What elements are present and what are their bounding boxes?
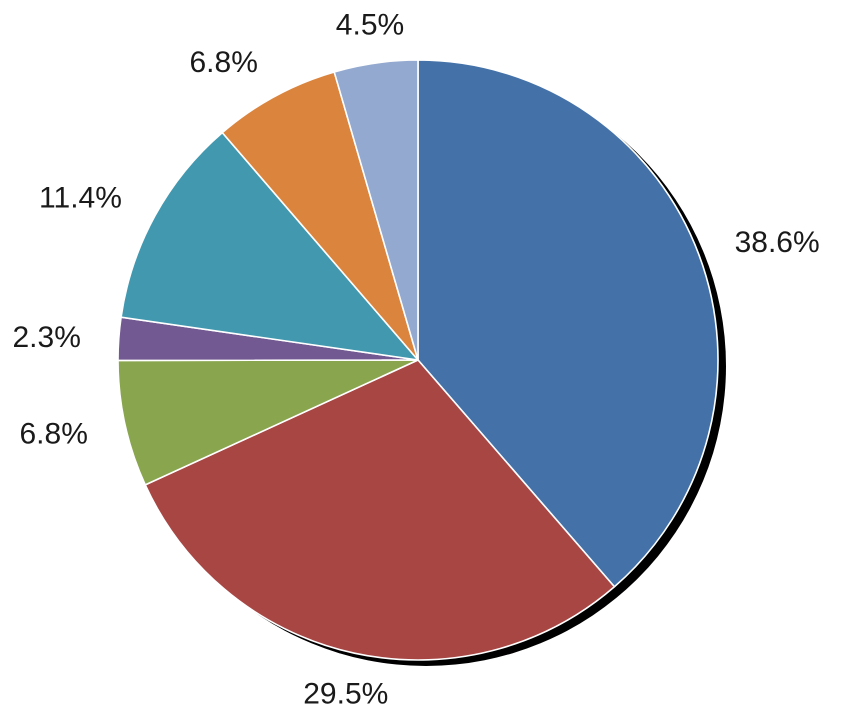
slice-label-2: 6.8% — [20, 418, 88, 451]
pie-slice-1 — [144, 359, 616, 661]
slice-label-4: 11.4% — [39, 182, 122, 215]
pie-slice-6 — [333, 59, 419, 361]
pie-slices — [117, 59, 719, 661]
slice-label-3: 2.3% — [13, 321, 81, 354]
slice-label-0: 38.6% — [735, 226, 820, 259]
slice-label-6: 4.5% — [336, 8, 404, 41]
pie-slice-0 — [417, 59, 719, 588]
pie-data-labels: 38.6% 29.5% 6.8% 2.3% 11.4% 6.8% 4.5% — [13, 8, 820, 710]
pie-slice-2 — [117, 359, 419, 486]
pie-slice-4 — [120, 131, 419, 361]
slice-label-5: 6.8% — [190, 46, 258, 79]
pie-slice-5 — [221, 71, 419, 361]
slice-label-1: 29.5% — [303, 677, 388, 710]
